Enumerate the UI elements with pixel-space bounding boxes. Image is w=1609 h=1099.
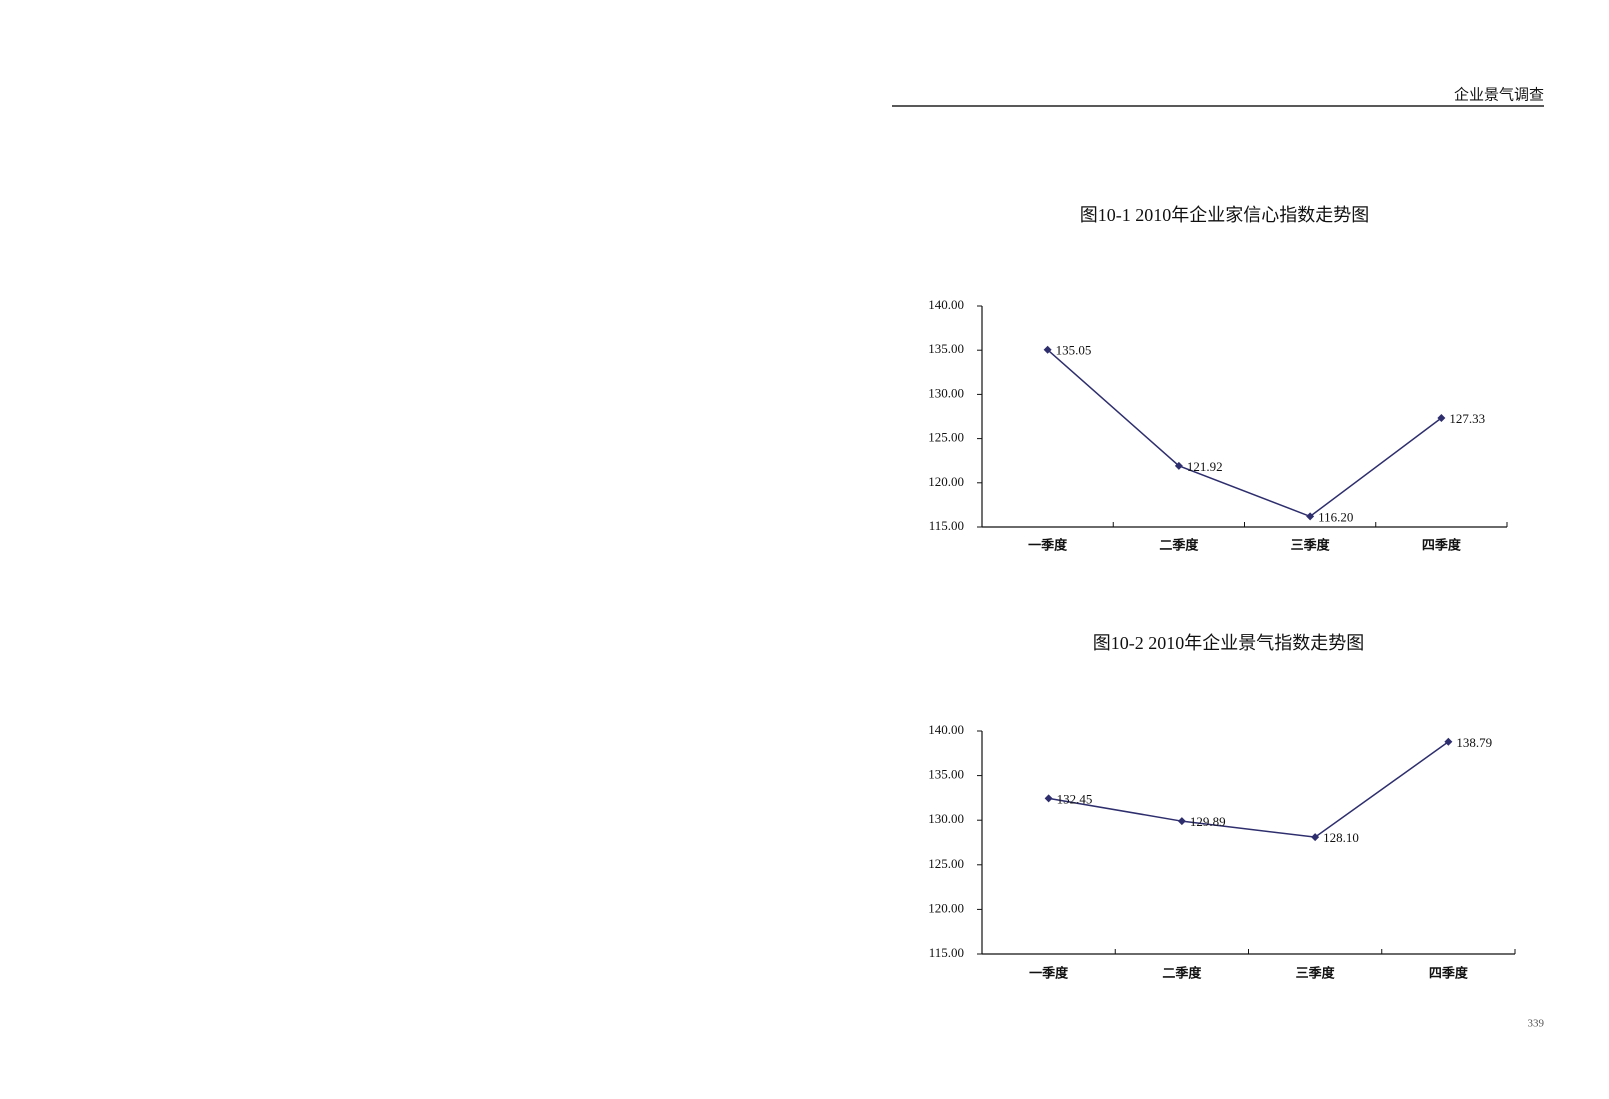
y-tick-label: 115.00 <box>929 518 964 533</box>
data-label: 132.45 <box>1057 791 1093 806</box>
marker <box>1444 737 1453 746</box>
data-label: 121.92 <box>1187 459 1223 474</box>
y-tick-label: 135.00 <box>928 767 964 782</box>
running-header: 企业景气调查 <box>1454 86 1544 104</box>
x-tick-label: 二季度 <box>1159 538 1199 554</box>
y-tick-label: 140.00 <box>928 297 964 312</box>
y-tick-label: 120.00 <box>928 474 964 489</box>
line <box>1047 349 1442 518</box>
y-tick-label: 120.00 <box>928 900 964 915</box>
marker <box>1311 833 1320 842</box>
chart-title: 图10-1 2010年企业家信心指数走势图 <box>1080 205 1370 225</box>
x-tick-label: 四季度 <box>1422 538 1462 554</box>
x-tick-label: 三季度 <box>1291 538 1331 554</box>
data-label: 128.10 <box>1323 830 1359 845</box>
marker <box>1043 345 1052 354</box>
page-number: 339 <box>1528 1018 1545 1030</box>
x-tick-label: 一季度 <box>1029 966 1069 982</box>
y-tick-label: 130.00 <box>928 385 964 400</box>
data-label: 116.20 <box>1318 509 1353 524</box>
y-tick-label: 125.00 <box>928 430 964 445</box>
data-label: 127.33 <box>1449 411 1485 426</box>
line <box>1048 741 1449 838</box>
marker <box>1177 817 1186 826</box>
data-label: 135.05 <box>1056 343 1092 358</box>
x-tick-label: 四季度 <box>1429 966 1469 982</box>
marker <box>1306 512 1315 521</box>
marker <box>1044 794 1053 803</box>
y-tick-label: 115.00 <box>929 945 964 960</box>
y-tick-label: 140.00 <box>928 722 964 737</box>
y-tick-label: 125.00 <box>928 856 964 871</box>
y-tick-label: 130.00 <box>928 811 964 826</box>
marker <box>1174 461 1183 470</box>
data-label: 138.79 <box>1456 735 1492 750</box>
data-label: 129.89 <box>1190 814 1226 829</box>
x-tick-label: 二季度 <box>1162 966 1202 982</box>
chart-title: 图10-2 2010年企业景气指数走势图 <box>1093 633 1365 653</box>
x-tick-label: 三季度 <box>1296 966 1336 982</box>
x-tick-label: 一季度 <box>1028 538 1068 554</box>
y-tick-label: 135.00 <box>928 341 964 356</box>
marker <box>1437 414 1446 423</box>
